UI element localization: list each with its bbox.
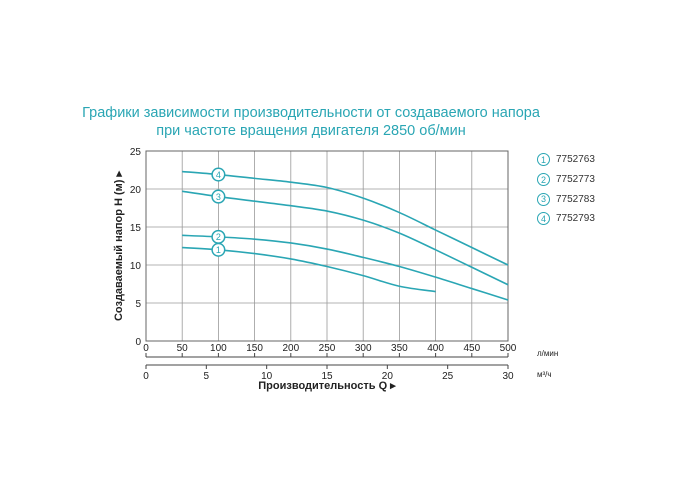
series-line-4	[182, 170, 509, 266]
legend-label-2: 7752773	[556, 174, 595, 186]
legend-item-1: 1 7752763	[537, 150, 595, 170]
legend: 1 7752763 2 7752773 3 7752783 4 7752793	[537, 150, 595, 229]
plot-frame	[145, 150, 509, 342]
y-tick-label-1: 5	[135, 299, 141, 310]
y-tick-label-4: 20	[130, 185, 142, 196]
x-axis-unit: л/мин	[537, 349, 558, 358]
legend-item-2: 2 7752773	[537, 170, 595, 190]
series-line-3	[182, 190, 509, 286]
x2-tick-label-3: 15	[321, 371, 333, 382]
legend-item-4: 4 7752793	[537, 209, 595, 229]
x2-tick-label-5: 25	[442, 371, 454, 382]
series-marker-3	[211, 189, 226, 204]
x-tick-label-4: 200	[282, 343, 299, 354]
series-marker-label-1: 1	[216, 245, 221, 255]
chart-title: Графики зависимости производительности о…	[0, 104, 622, 140]
chart-title-line-2: при частоте вращения двигателя 2850 об/м…	[156, 123, 466, 139]
series-marker-2	[211, 229, 226, 244]
x-tick-label-10: 500	[500, 343, 517, 354]
x-axis-title: Производительность Q ▸	[258, 380, 396, 392]
x2-tick-label-2: 10	[261, 371, 273, 382]
x-tick-label-9: 450	[463, 343, 480, 354]
legend-marker-2: 2	[537, 173, 550, 187]
series-marker-4	[211, 167, 226, 182]
series-line-2	[182, 234, 509, 301]
x2-tick-label-1: 5	[204, 371, 210, 382]
x-tick-label-2: 100	[210, 343, 227, 354]
y-tick-label-2: 10	[130, 261, 142, 272]
series-marker-label-2: 2	[216, 232, 221, 242]
x-tick-label-6: 300	[355, 343, 372, 354]
series-marker-label-4: 4	[216, 170, 221, 180]
legend-marker-1: 1	[537, 153, 550, 167]
legend-marker-4: 4	[537, 212, 550, 226]
series-marker-label-3: 3	[216, 192, 221, 202]
y-tick-label-5: 25	[130, 147, 142, 158]
x-tick-label-5: 250	[319, 343, 336, 354]
x2-tick-label-0: 0	[143, 371, 149, 382]
y-axis-title: Создаваемый напор H (м) ▸	[113, 170, 125, 321]
legend-label-3: 7752783	[556, 193, 595, 205]
x-tick-label-3: 150	[246, 343, 263, 354]
chart-title-line-1: Графики зависимости производительности о…	[82, 105, 540, 121]
x-tick-label-7: 350	[391, 343, 408, 354]
x-tick-label-8: 400	[427, 343, 444, 354]
x-tick-label-1: 50	[177, 343, 189, 354]
x-tick-label-0: 0	[143, 343, 149, 354]
y-tick-label-3: 15	[130, 223, 142, 234]
legend-marker-3: 3	[537, 192, 550, 206]
legend-label-1: 7752763	[556, 154, 595, 166]
legend-label-4: 7752793	[556, 213, 595, 225]
x2-tick-label-4: 20	[382, 371, 394, 382]
x2-axis-unit: м³/ч	[537, 370, 552, 379]
x2-tick-label-6: 30	[502, 371, 514, 382]
legend-item-3: 3 7752783	[537, 189, 595, 209]
y-tick-label-0: 0	[135, 337, 141, 348]
